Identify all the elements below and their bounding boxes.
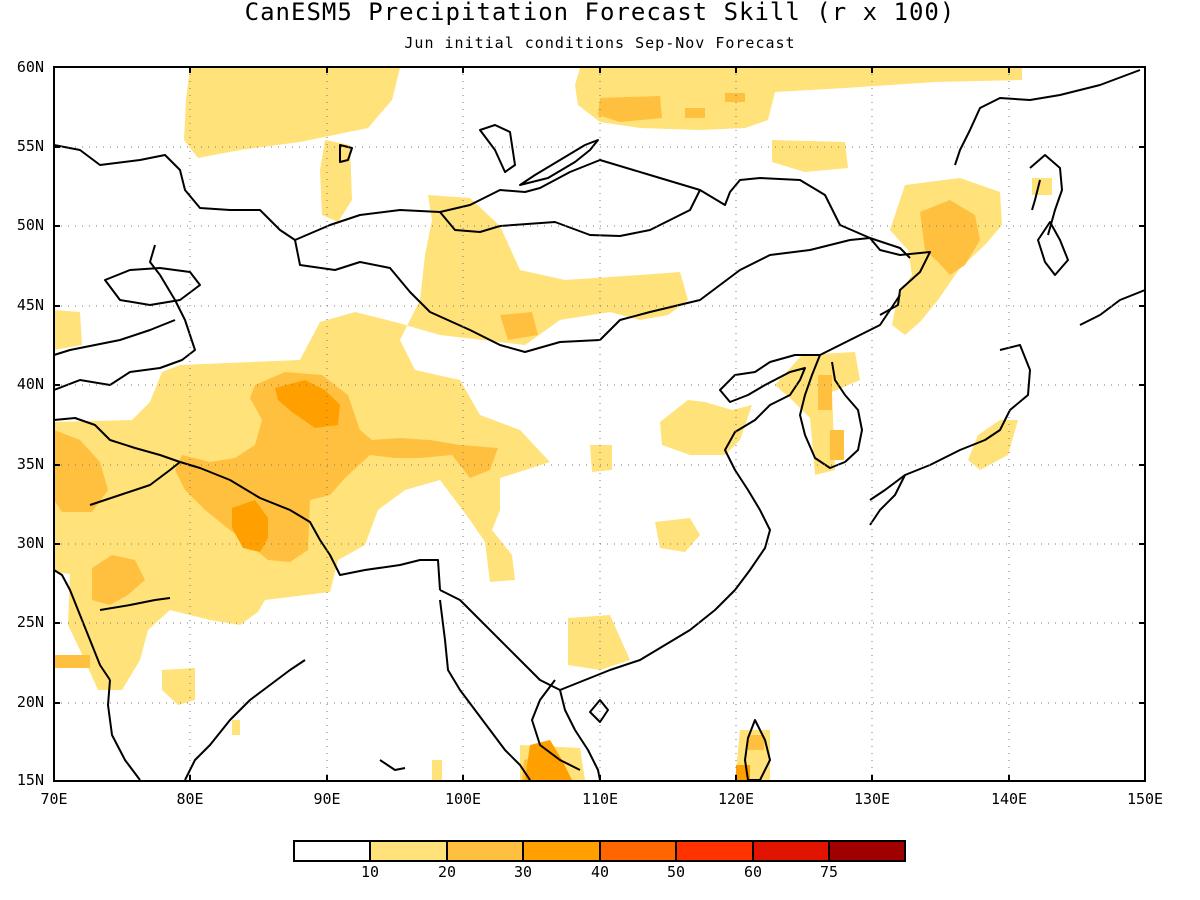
lon-label: 100E (444, 790, 482, 808)
colorbar-bin-60-75 (752, 840, 830, 862)
colorbar-label: 40 (590, 863, 610, 881)
lat-label: 35N (16, 455, 44, 473)
colorbar-label: 60 (743, 863, 763, 881)
colorbar-bin-20-30 (446, 840, 524, 862)
lat-label: 60N (16, 58, 44, 76)
lat-label: 15N (16, 771, 44, 789)
lon-label: 110E (581, 790, 619, 808)
colorbar-bin-40-50 (599, 840, 677, 862)
coastlines-and-borders (53, 69, 1146, 781)
colorbar-label: 50 (666, 863, 686, 881)
colorbar-label: 75 (819, 863, 839, 881)
colorbar-bin-75-up (828, 840, 906, 862)
map-frame (53, 66, 1146, 782)
colorbar-label: 30 (513, 863, 533, 881)
lat-label: 55N (16, 137, 44, 155)
lon-label: 120E (717, 790, 755, 808)
colorbar-label: 10 (360, 863, 380, 881)
lon-label: 130E (853, 790, 891, 808)
lon-label: 70E (40, 790, 68, 808)
lon-label: 150E (1126, 790, 1164, 808)
gridlines (54, 67, 1145, 781)
lon-label: 80E (176, 790, 204, 808)
lat-label: 40N (16, 375, 44, 393)
skill-shading-30-40 (232, 380, 750, 780)
colorbar-bin-10-20 (369, 840, 448, 862)
colorbar-bin-30-40 (522, 840, 601, 862)
colorbar (293, 840, 906, 862)
lat-label: 25N (16, 613, 44, 631)
lat-label: 50N (16, 216, 44, 234)
lat-label: 45N (16, 296, 44, 314)
map-title: CanESM5 Precipitation Forecast Skill (r … (244, 0, 956, 26)
colorbar-bin-50-60 (675, 840, 754, 862)
lat-label: 30N (16, 534, 44, 552)
colorbar-label: 20 (437, 863, 457, 881)
colorbar-bin-0-10 (293, 840, 371, 862)
lat-label: 20N (16, 693, 44, 711)
map-subtitle: Jun initial conditions Sep-Nov Forecast (404, 34, 796, 52)
lon-label: 140E (990, 790, 1028, 808)
lon-label: 90E (313, 790, 341, 808)
